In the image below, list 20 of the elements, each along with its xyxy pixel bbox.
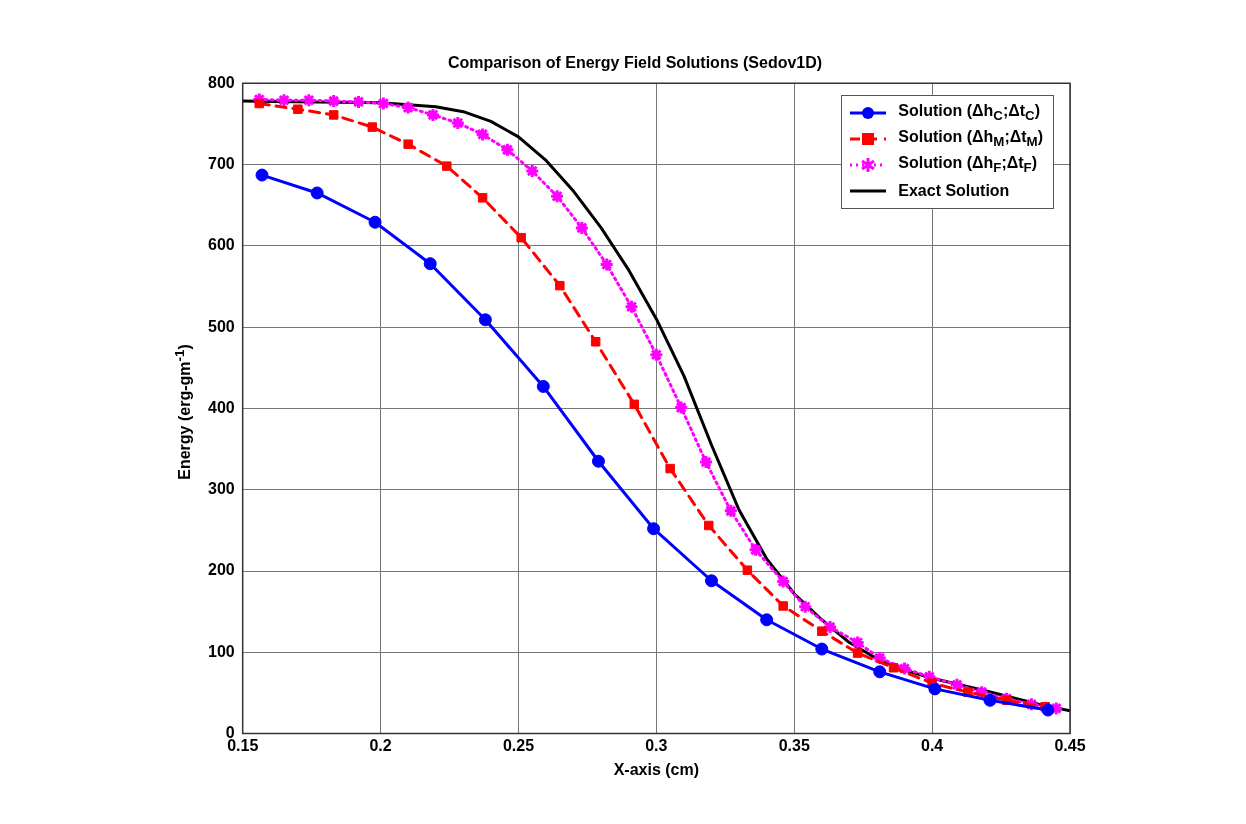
y-tick-label: 300 <box>207 480 235 498</box>
y-tick-label: 700 <box>207 154 235 172</box>
x-tick-label: 0.3 <box>645 736 668 754</box>
legend-label: Exact Solution <box>898 182 1010 200</box>
x-tick-label: 0.35 <box>778 736 810 754</box>
legend-label: Solution (Δh$_{M}$;Δt$_{M}$) <box>898 128 1043 150</box>
y-tick-label: 400 <box>207 398 235 416</box>
x-tick-label: 0.45 <box>1054 736 1086 754</box>
y-tick-label: 200 <box>207 561 235 579</box>
x-tick-label: 0.4 <box>920 736 944 754</box>
y-tick-label: 100 <box>207 642 235 660</box>
x-tick-label: 0.2 <box>369 736 392 754</box>
legend-label: Solution (Δh$_{C}$;Δt$_{C}$) <box>898 102 1041 124</box>
y-tick-label: 500 <box>207 317 235 335</box>
y-tick-label: 800 <box>207 73 235 91</box>
x-tick-label: 0.25 <box>502 736 535 754</box>
x-axis-title: X-axis (cm) <box>613 760 700 778</box>
legend-label: Solution (Δh$_{F}$;Δt$_{F}$) <box>898 154 1038 176</box>
chart-title: Comparison of Energy Field Solutions (Sedov1D) <box>447 54 823 72</box>
y-tick-label: 600 <box>207 236 235 254</box>
